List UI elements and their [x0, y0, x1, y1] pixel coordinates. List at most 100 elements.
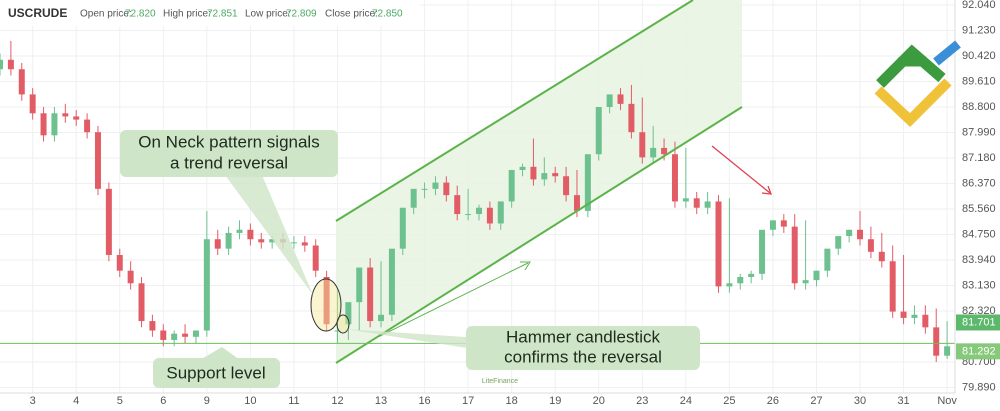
header-label: Close price:: [325, 9, 378, 20]
candle-body: [802, 280, 809, 284]
candle-body: [867, 239, 874, 252]
candle-body: [410, 188, 417, 208]
candle-body: [933, 327, 940, 356]
header-value: 72.820: [125, 9, 156, 20]
candle-body: [584, 154, 591, 211]
candle-body: [476, 207, 482, 215]
x-tick-label: 9: [204, 395, 210, 407]
candle-body: [290, 242, 297, 244]
y-tick-label: 88.800: [962, 101, 996, 113]
header-value: 72.809: [286, 9, 317, 20]
x-tick-label: 4: [73, 395, 79, 407]
y-tick-label: 83.130: [962, 279, 996, 291]
candle-body: [911, 314, 918, 318]
candle-body: [29, 94, 36, 114]
candle-body: [312, 245, 319, 271]
x-tick-label: 18: [506, 395, 518, 407]
candle-body: [846, 229, 853, 237]
candle-body: [160, 330, 167, 340]
x-tick-label: 10: [244, 395, 256, 407]
candle-body: [40, 113, 47, 136]
x-tick-label: 16: [418, 395, 430, 407]
logo-green: [876, 44, 946, 88]
x-tick-label: 13: [375, 395, 387, 407]
hammer-text: Hammer candlestick: [506, 327, 660, 346]
x-tick-label: 25: [723, 395, 735, 407]
candle-body: [650, 147, 657, 158]
candle-body: [225, 232, 232, 249]
x-tick-label: 24: [680, 395, 692, 407]
x-tick-label: 23: [636, 395, 648, 407]
hammer-pointer: [345, 329, 480, 350]
candle-body: [62, 113, 69, 117]
candle-body: [334, 330, 341, 332]
candle-body: [813, 270, 820, 281]
y-tick-label: 85.560: [962, 203, 996, 215]
candle-body: [857, 229, 864, 240]
on-neck-text: On Neck pattern signals: [138, 132, 319, 151]
down-arrow-head: [761, 185, 772, 195]
candle-body: [606, 94, 613, 108]
candle-body: [791, 226, 798, 284]
candle-body: [84, 119, 91, 133]
header-value: 72.851: [207, 9, 238, 20]
candle-body: [508, 169, 515, 202]
candle-body: [573, 195, 580, 211]
channel-lower: [335, 106, 743, 364]
y-tick-label: 83.940: [962, 254, 996, 266]
header-value: 72.850: [372, 9, 403, 20]
candle-body: [356, 267, 363, 303]
support-box: [153, 358, 280, 388]
candle-body: [388, 248, 395, 315]
candle-body: [900, 311, 907, 318]
candle-body: [182, 333, 189, 337]
candle-body: [661, 147, 668, 155]
hammer-box: [466, 326, 700, 370]
y-tick-label: 92.040: [962, 0, 996, 11]
channel-fill: [336, 0, 742, 363]
header-label: Open price:: [80, 9, 132, 20]
candle-body: [889, 261, 896, 312]
candle-body: [378, 314, 385, 322]
candle-body: [399, 207, 406, 249]
x-tick-label: Nov: [937, 395, 957, 407]
x-tick-label: 3: [30, 395, 36, 407]
candle-body: [258, 239, 265, 243]
y-tick-label: 91.230: [962, 24, 996, 36]
candle-body: [432, 182, 439, 189]
price-tag-label: 81.292: [962, 345, 996, 357]
on-neck-highlight: [310, 278, 342, 332]
candle-body: [247, 229, 254, 240]
candle-body: [443, 182, 450, 196]
price-tag: [956, 314, 1000, 331]
x-tick-label: 11: [288, 395, 299, 407]
symbol: USCRUDE: [8, 6, 67, 20]
logo: [874, 40, 961, 127]
candle-body: [693, 198, 700, 208]
header-label: High price:: [163, 9, 211, 20]
down-arrow: [711, 145, 771, 194]
channel-upper: [335, 0, 694, 222]
header-bar: [0, 0, 420, 26]
candle-body: [595, 107, 602, 155]
candle-body: [116, 254, 123, 271]
candle-body: [628, 103, 635, 133]
candle-body: [835, 236, 842, 249]
candle-body: [301, 242, 308, 246]
x-tick-label: 17: [462, 395, 474, 407]
candle-body: [824, 248, 831, 271]
candle-body: [486, 207, 493, 224]
candle-body: [497, 201, 504, 224]
support-pointer: [200, 347, 240, 360]
candle-body: [639, 132, 646, 158]
candle-body: [367, 267, 374, 322]
candle-body: [769, 220, 776, 230]
on-neck-text: a trend reversal: [170, 153, 288, 172]
candle-body: [748, 273, 755, 277]
candle-body: [704, 201, 711, 208]
watermark: LiteFinance: [482, 378, 518, 385]
candle-body: [214, 239, 221, 249]
candle-body: [922, 314, 929, 328]
trend-arrow-head: [520, 261, 531, 271]
